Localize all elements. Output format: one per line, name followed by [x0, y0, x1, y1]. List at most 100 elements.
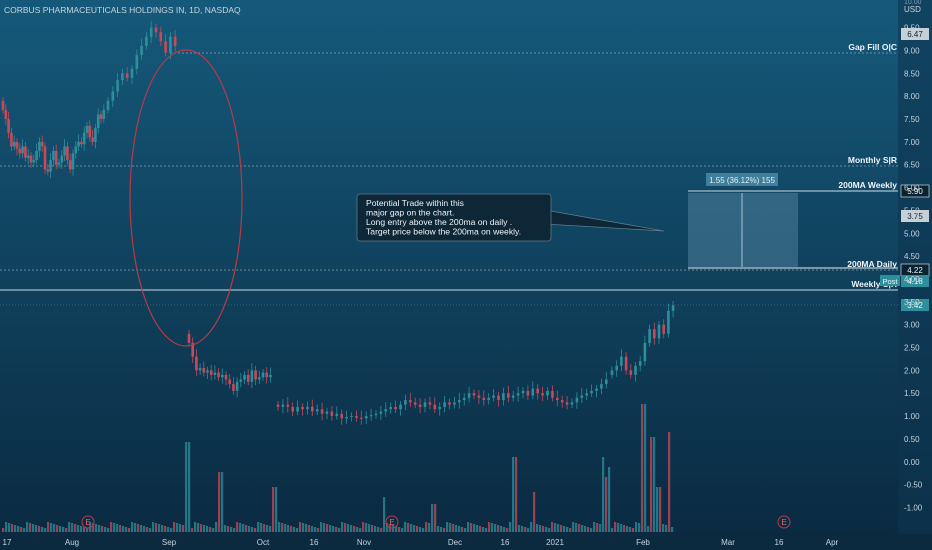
price-tag-label: 4.18 — [907, 277, 923, 286]
volume-bar — [623, 525, 626, 532]
note-line: Long entry above the 200ma on daily . — [366, 217, 512, 227]
volume-bar — [485, 528, 488, 532]
price-axis-tick: 2.50 — [904, 344, 920, 353]
volume-bar — [554, 523, 557, 532]
trade-projection-box[interactable] — [688, 193, 798, 267]
volume-bar — [191, 528, 194, 532]
earnings-marker-circle[interactable] — [385, 515, 399, 529]
volume-bar — [518, 525, 521, 532]
candle-body — [448, 402, 451, 405]
candle-body — [209, 370, 213, 375]
earnings-marker-circle[interactable] — [777, 515, 791, 529]
candle-body — [286, 404, 290, 407]
volume-bar — [470, 523, 473, 532]
volume-bar — [539, 525, 542, 532]
candle-body — [556, 397, 559, 401]
volume-bar — [326, 524, 329, 532]
volume-bar — [617, 523, 620, 532]
volume-bar — [569, 528, 572, 532]
candle-body — [438, 406, 441, 410]
price-tags: 6.47 5.90 3.75 4.22 4.18 3.42 Post — [880, 28, 930, 311]
gap-ellipse[interactable] — [129, 49, 243, 347]
volume-bar — [164, 526, 167, 532]
candle-body — [291, 406, 294, 412]
volume-bar — [188, 442, 191, 532]
volume-bar — [32, 524, 35, 532]
volume-bar — [143, 526, 146, 532]
candle-body — [643, 342, 647, 362]
candle-body — [516, 393, 520, 396]
volume-bar — [176, 523, 179, 532]
volume-bar — [572, 522, 575, 532]
volume-bar — [329, 525, 332, 532]
candle-body — [258, 377, 261, 380]
candle-body — [409, 400, 412, 403]
candle-body — [7, 119, 10, 133]
note-box[interactable] — [356, 193, 552, 242]
volume-bar — [383, 497, 386, 532]
candle-body — [265, 372, 268, 378]
price-axis-tick: 9.00 — [904, 46, 920, 55]
price-tag — [901, 275, 929, 287]
volume-bar — [68, 522, 71, 532]
earnings-marker[interactable]: E — [777, 515, 791, 529]
volume-bar — [197, 523, 200, 532]
post-market-badge — [880, 275, 900, 286]
volume-bar — [599, 524, 602, 532]
candle-body — [1, 100, 5, 110]
volume-bar — [350, 525, 353, 532]
volume-bar — [344, 523, 347, 532]
candle-body — [145, 36, 148, 46]
price-axis-tick: 6.00 — [904, 184, 920, 193]
candle-body — [35, 150, 38, 161]
price-axis-tick: 5.00 — [904, 229, 920, 238]
volume-bar — [353, 526, 356, 532]
candle-body — [394, 406, 397, 410]
candle-body — [600, 384, 603, 389]
price-axis-tick: 1.00 — [904, 412, 920, 421]
volume-bar — [77, 525, 80, 532]
candle-body — [15, 141, 19, 149]
candle-body — [413, 402, 417, 405]
candle-body — [301, 406, 304, 410]
volume-bar — [626, 526, 629, 532]
candle-body — [570, 402, 574, 405]
candle-body — [149, 27, 153, 37]
volume-bar — [560, 525, 563, 532]
price-axis-tick: 9.50 — [904, 24, 920, 33]
volume-bar — [149, 528, 152, 532]
candle-body — [71, 153, 75, 170]
candle-body — [634, 365, 637, 375]
volume-bar — [122, 526, 125, 532]
volume-bar — [38, 526, 41, 532]
volume-bar — [230, 527, 233, 532]
candle-body — [595, 388, 598, 391]
candle-body — [111, 91, 115, 101]
earnings-marker-label: E — [781, 518, 786, 527]
candle-body — [502, 393, 505, 401]
volume-bar — [182, 525, 185, 532]
time-axis-panel[interactable] — [0, 534, 932, 550]
candle-body — [374, 413, 378, 416]
candle-body — [82, 132, 86, 145]
volume-bar — [215, 522, 218, 532]
volume-bar — [59, 526, 62, 532]
earnings-marker[interactable]: E — [81, 515, 95, 529]
candle-body — [91, 137, 94, 142]
candle-body — [335, 413, 339, 417]
candle-body — [40, 141, 44, 147]
candle-body — [4, 109, 8, 119]
candle-body — [202, 368, 206, 373]
chart-title: CORBUS PHARMACEUTICALS HOLDINGS IN, 1D, … — [4, 5, 241, 15]
volume-bar — [449, 523, 452, 532]
volume-bar — [500, 526, 503, 532]
price-tag-label: 6.47 — [907, 30, 923, 39]
earnings-marker-circle[interactable] — [81, 515, 95, 529]
candle-body — [418, 404, 422, 407]
candle-body — [46, 169, 50, 172]
earnings-marker[interactable]: E — [385, 515, 399, 529]
candle-body — [159, 32, 163, 42]
price-axis-tick: 4.00 — [904, 275, 920, 284]
